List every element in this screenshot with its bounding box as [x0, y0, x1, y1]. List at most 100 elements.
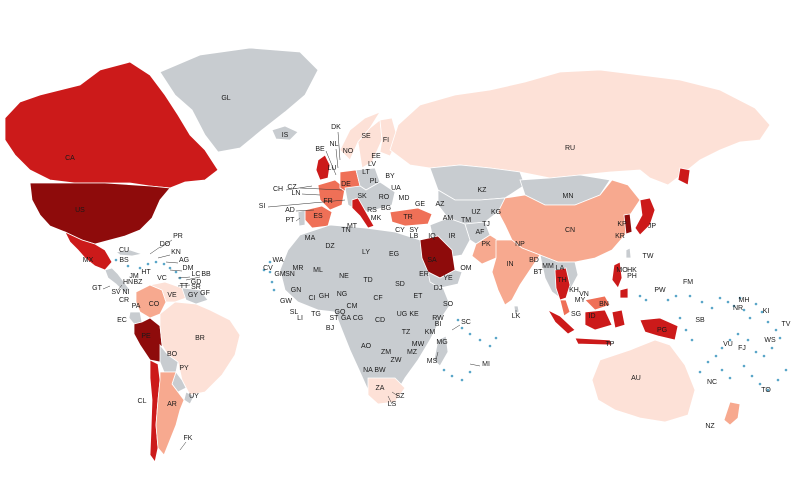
- country-label-PK: PK: [481, 241, 491, 248]
- country-label-KG: KG: [491, 209, 501, 216]
- country-label-MT: MT: [347, 223, 358, 230]
- country-label-BZ: BZ: [134, 279, 144, 286]
- leader-line-PR: [159, 239, 173, 249]
- region-UY[interactable]: [183, 391, 195, 405]
- leader-line-NL: [335, 148, 339, 169]
- region-NZ[interactable]: [723, 401, 741, 426]
- region-central-america[interactable]: [104, 267, 131, 293]
- islet-dot: [766, 320, 770, 324]
- region-NO[interactable]: [339, 111, 381, 161]
- islet-dot: [154, 260, 158, 264]
- country-label-TZ: TZ: [402, 329, 411, 336]
- region-central-asia[interactable]: [437, 189, 506, 225]
- country-label-LB: LB: [410, 233, 419, 240]
- country-label-PL: PL: [370, 178, 379, 185]
- leader-line-DO: [149, 246, 161, 255]
- country-label-MH: MH: [739, 297, 750, 304]
- region-BR[interactable]: [159, 301, 241, 396]
- islet-dot: [742, 308, 746, 312]
- country-label-ET: ET: [414, 293, 424, 300]
- islet-dot: [698, 370, 702, 374]
- country-label-BY: BY: [385, 173, 395, 180]
- region-AR[interactable]: [155, 371, 185, 456]
- region-guianas[interactable]: [181, 287, 209, 305]
- islet-dot: [714, 354, 718, 358]
- region-US[interactable]: [29, 182, 171, 245]
- islet-dot: [138, 266, 142, 270]
- region-PG[interactable]: [639, 317, 679, 341]
- region-ID[interactable]: [546, 309, 626, 346]
- country-label-NR: NR: [733, 305, 743, 312]
- region-CU[interactable]: [114, 249, 144, 257]
- country-label-DK: DK: [331, 124, 341, 131]
- region-ZA[interactable]: [367, 377, 406, 405]
- leader-line-KN: [157, 254, 171, 259]
- region-IN[interactable]: [491, 239, 541, 306]
- country-label-FM: FM: [683, 279, 693, 286]
- islet-dot: [720, 368, 724, 372]
- region-PT[interactable]: [297, 209, 306, 227]
- country-label-EC: EC: [117, 317, 127, 324]
- country-label-BS: BS: [119, 257, 129, 264]
- region-JP[interactable]: [634, 167, 691, 236]
- leader-line-SZ: [391, 391, 399, 397]
- country-label-GW: GW: [280, 298, 292, 305]
- country-label-TW: TW: [643, 253, 654, 260]
- country-label-ER: ER: [419, 271, 429, 278]
- country-label-KP: KP: [617, 221, 627, 228]
- leader-line-DM: [169, 269, 183, 272]
- country-label-TD: TD: [363, 277, 372, 284]
- country-label-LY: LY: [362, 249, 370, 256]
- leader-line-TP: [605, 341, 611, 345]
- region-IS[interactable]: [271, 125, 299, 141]
- region-IT[interactable]: [351, 197, 375, 229]
- country-label-CN: CN: [565, 227, 575, 234]
- islet-dot: [732, 304, 736, 308]
- region-TH[interactable]: [554, 267, 571, 301]
- country-label-AD: AD: [285, 207, 295, 214]
- islet-dot: [666, 298, 670, 302]
- region-PH[interactable]: [611, 261, 629, 299]
- region-CA[interactable]: [4, 61, 219, 189]
- leader-line-SI: [267, 199, 346, 208]
- country-label-LI: LI: [297, 315, 303, 322]
- islet-dot: [644, 298, 648, 302]
- country-label-LU: LU: [328, 165, 337, 172]
- region-TW[interactable]: [625, 247, 632, 259]
- country-label-DJ: DJ: [434, 285, 443, 292]
- region-MY[interactable]: [559, 295, 611, 317]
- region-arabia-south[interactable]: [427, 269, 463, 289]
- country-label-SG: SG: [571, 311, 581, 318]
- islet-dot: [710, 306, 714, 310]
- region-LK[interactable]: [513, 305, 520, 314]
- country-label-BT: BT: [534, 269, 544, 276]
- region-GB[interactable]: [315, 154, 331, 181]
- region-VE[interactable]: [148, 281, 187, 303]
- country-label-KI: KI: [763, 308, 770, 315]
- country-label-NL: NL: [330, 141, 339, 148]
- region-TR[interactable]: [389, 207, 433, 227]
- region-MG[interactable]: [433, 335, 449, 367]
- country-label-GT: GT: [92, 285, 102, 292]
- country-label-VE: VE: [167, 292, 177, 299]
- region-GL[interactable]: [159, 47, 319, 153]
- country-label-MI: MI: [482, 361, 490, 368]
- country-label-MG: MG: [436, 339, 447, 346]
- country-label-HN: HN: [123, 279, 133, 286]
- country-label-SV: SV: [111, 289, 121, 296]
- region-AU[interactable]: [591, 339, 696, 423]
- region-KR[interactable]: [623, 213, 633, 235]
- country-label-TR: TR: [403, 214, 412, 221]
- country-label-LA: LA: [556, 265, 565, 272]
- country-label-IS: IS: [282, 132, 289, 139]
- country-label-CI: CI: [309, 295, 316, 302]
- leader-line-LN: [301, 193, 321, 196]
- country-label-HT: HT: [141, 269, 151, 276]
- islet-dot: [726, 300, 730, 304]
- country-label-SC: SC: [461, 319, 471, 326]
- country-label-BB: BB: [201, 271, 211, 278]
- region-FR[interactable]: [317, 179, 346, 211]
- islet-dot: [468, 370, 472, 374]
- country-label-OM: OM: [460, 265, 471, 272]
- islet-dot: [750, 374, 754, 378]
